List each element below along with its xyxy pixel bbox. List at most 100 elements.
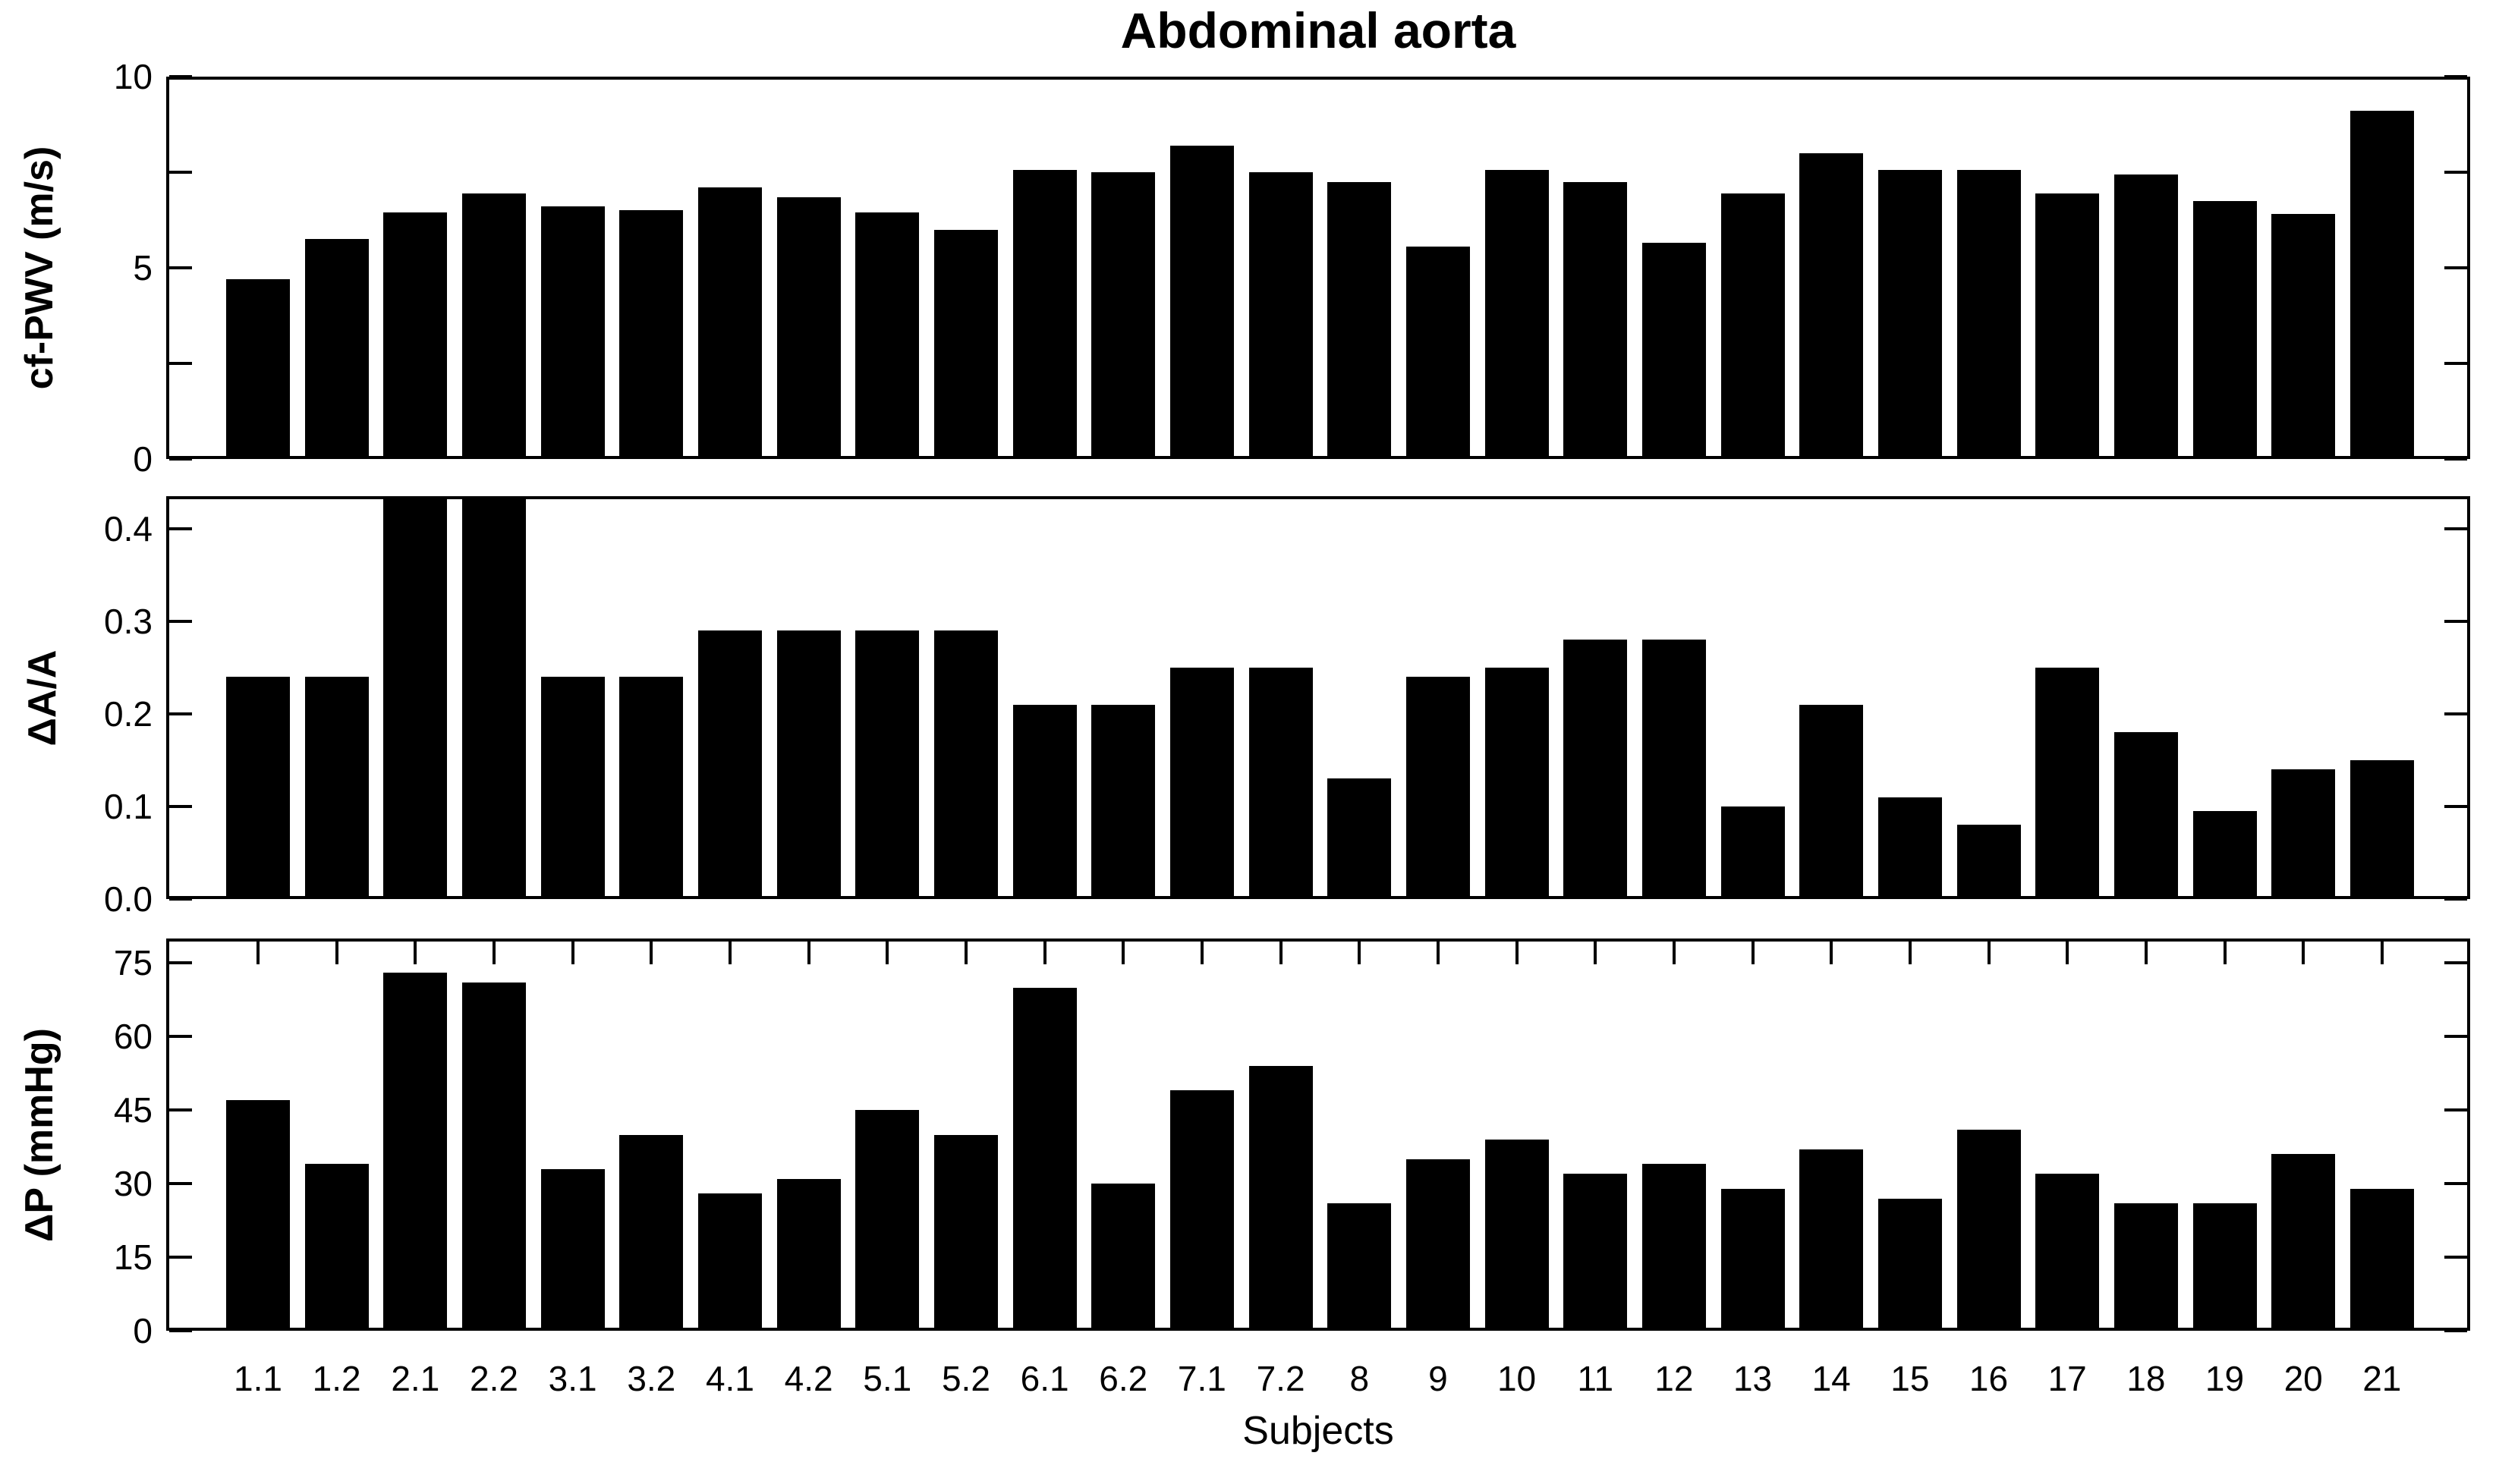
bar (2192, 200, 2257, 459)
x-tick (1436, 942, 1440, 964)
bar (1327, 181, 1392, 459)
x-tick-label: 4.1 (705, 1359, 754, 1398)
x-tick (2144, 942, 2148, 964)
x-tick (1279, 942, 1283, 964)
x-tick (728, 942, 732, 964)
x-tick (1122, 942, 1125, 964)
chart-title: Abdominal aorta (1120, 2, 1516, 58)
y-tick (169, 1035, 192, 1039)
bar (1327, 1203, 1392, 1331)
bar (933, 630, 998, 899)
bar (304, 239, 369, 459)
bar (1563, 1174, 1628, 1331)
bar (2035, 667, 2100, 899)
y-tick-label: 15 (113, 1237, 153, 1278)
bar (697, 630, 762, 899)
bar (1956, 1130, 2021, 1331)
bar (383, 496, 448, 899)
bar (540, 677, 605, 899)
bar (776, 630, 841, 899)
bar (1799, 152, 1864, 459)
bar (1405, 1159, 1470, 1331)
bar (1484, 667, 1549, 899)
bar (226, 677, 290, 899)
y-tick (2444, 171, 2467, 174)
bar (2192, 811, 2257, 899)
bar (1720, 1188, 1785, 1331)
plot-frame (166, 939, 2470, 1331)
bar (461, 193, 526, 459)
x-tick (492, 942, 496, 964)
bar (697, 187, 762, 459)
bar (1799, 704, 1864, 899)
bar (2113, 174, 2178, 459)
x-tick (1358, 942, 1361, 964)
bar (1641, 1164, 1706, 1331)
bar (1327, 778, 1392, 899)
y-tick (169, 266, 192, 269)
x-axis-title: Subjects (1242, 1409, 1394, 1453)
y-tick (2444, 712, 2467, 715)
y-axis-title: cf-PWV (m/s) (17, 146, 61, 390)
bar (1012, 170, 1077, 459)
x-tick (886, 942, 889, 964)
y-tick-label: 0.0 (104, 879, 153, 919)
y-tick (2444, 804, 2467, 808)
bar (1091, 172, 1156, 459)
x-tick (807, 942, 810, 964)
y-tick (2444, 1256, 2467, 1259)
bar (2192, 1203, 2257, 1331)
y-tick (169, 804, 192, 808)
y-tick (2444, 1182, 2467, 1186)
x-tick-label: 21 (2362, 1359, 2402, 1398)
x-tick-label: 5.2 (941, 1359, 990, 1398)
x-tick-label: 13 (1733, 1359, 1773, 1398)
bar (1405, 247, 1470, 459)
plot-frame (166, 77, 2470, 459)
y-tick-label: 0.3 (104, 601, 153, 641)
x-tick-label: 6.2 (1099, 1359, 1148, 1398)
x-tick-label: 2.1 (391, 1359, 440, 1398)
y-tick (169, 898, 192, 901)
plot-frame (166, 496, 2470, 899)
x-tick-label: 1.1 (234, 1359, 282, 1398)
y-tick (169, 362, 192, 365)
x-tick-label: 5.1 (863, 1359, 912, 1398)
bar (1799, 1149, 1864, 1331)
bar (1877, 1198, 1942, 1331)
y-tick (2444, 1108, 2467, 1112)
bar (1248, 667, 1313, 899)
x-tick-label: 4.2 (784, 1359, 833, 1398)
bar (776, 1178, 841, 1331)
x-tick-label: 17 (2047, 1359, 2087, 1398)
bar (2350, 759, 2414, 899)
bar (1484, 170, 1549, 459)
y-tick (2444, 266, 2467, 269)
bar (1091, 1184, 1156, 1331)
y-tick-label: 75 (113, 943, 153, 983)
bar (383, 212, 448, 459)
y-tick (2444, 619, 2467, 623)
x-tick (1515, 942, 1519, 964)
y-tick (169, 1256, 192, 1259)
y-tick (169, 457, 192, 461)
bar (1091, 704, 1156, 899)
bar (1169, 1090, 1234, 1331)
y-tick (169, 712, 192, 715)
bar (2271, 769, 2336, 899)
bar (304, 677, 369, 899)
y-tick (2444, 75, 2467, 78)
x-tick (1594, 942, 1597, 964)
x-tick-label: 19 (2205, 1359, 2245, 1398)
y-tick (169, 619, 192, 623)
y-tick (2444, 961, 2467, 965)
y-tick (2444, 527, 2467, 530)
y-tick (2444, 457, 2467, 461)
bar (1169, 667, 1234, 899)
bar (2113, 732, 2178, 899)
x-tick-label: 16 (1969, 1359, 2009, 1398)
bar (383, 973, 448, 1331)
x-tick (1672, 942, 1676, 964)
y-tick-label: 45 (113, 1090, 153, 1130)
y-tick-label: 60 (113, 1017, 153, 1057)
